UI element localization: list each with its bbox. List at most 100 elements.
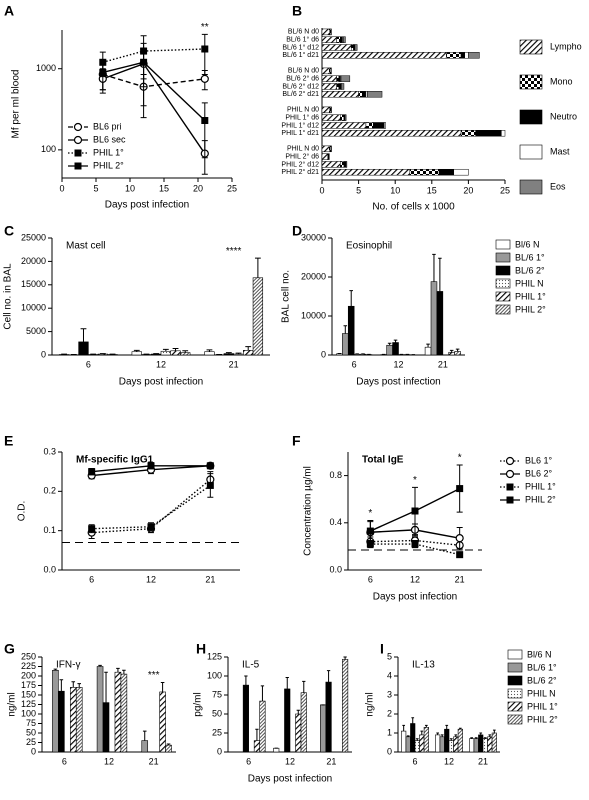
- y-tick-label: 30000: [301, 232, 326, 242]
- error-bar: [77, 683, 82, 688]
- y-tick-label: 50: [26, 727, 36, 737]
- bar: [69, 687, 77, 753]
- bar-segment: [327, 153, 330, 160]
- bar: [97, 353, 109, 356]
- error-bar: [201, 33, 208, 75]
- legend-label: PHIL 1°: [515, 291, 546, 301]
- y-tick-label: 0.4: [329, 517, 342, 527]
- bar: [204, 351, 215, 356]
- y-tick-label: 0.2: [43, 486, 56, 496]
- bar-segment: [372, 122, 385, 129]
- error-bar: [326, 670, 331, 683]
- y-axis-label: Cell no. in BAL: [3, 263, 14, 330]
- y-tick-label: 4: [387, 670, 392, 680]
- bar-segment: [321, 153, 329, 160]
- category-label: PHIL N d0: [287, 146, 319, 153]
- error-bar: [71, 681, 76, 688]
- x-axis-label: Days post infection: [248, 774, 333, 785]
- x-tick-label: 20: [193, 183, 203, 193]
- panel-label: A: [4, 3, 14, 19]
- bar-segment: [330, 28, 332, 36]
- error-bar: [488, 734, 492, 737]
- y-axis-label: BAL cell no.: [281, 270, 292, 323]
- x-tick-label: 6: [352, 359, 357, 369]
- error-bar: [172, 347, 179, 351]
- error-bar: [415, 738, 419, 741]
- y-axis-label: ng/ml: [365, 692, 376, 716]
- category-label: BL/6 1° d6: [286, 36, 319, 44]
- legend-marker: [73, 122, 83, 132]
- x-tick-label: 12: [285, 756, 295, 766]
- bar-segment: [321, 83, 337, 90]
- bar: [424, 346, 432, 356]
- bar: [170, 350, 181, 356]
- category-label: PHIL 2° d6: [285, 152, 319, 160]
- panel-label: B: [292, 3, 302, 19]
- category-label: PHIL 2° d21: [281, 168, 319, 176]
- legend-marker: [74, 149, 82, 157]
- bar: [102, 702, 110, 753]
- bar-segment: [321, 75, 337, 82]
- bar: [454, 351, 461, 356]
- y-tick-label: 1: [387, 727, 392, 737]
- y-tick-label: 50: [212, 708, 222, 718]
- y-tick-label: 175: [21, 680, 36, 690]
- marker: [88, 525, 96, 533]
- bar-segment: [351, 44, 354, 51]
- y-axis-label: Concentration µg/ml: [303, 466, 314, 556]
- bar: [252, 277, 264, 356]
- bar-segment: [468, 52, 480, 59]
- error-bar: [479, 732, 483, 735]
- bar-segment: [354, 44, 358, 51]
- panel-title: Total IgE: [362, 455, 404, 466]
- legend-label: PHIL 2°: [93, 160, 124, 170]
- bar: [414, 740, 420, 753]
- x-tick-label: 15: [159, 183, 169, 193]
- error-bar: [285, 677, 289, 689]
- bar: [180, 352, 191, 356]
- marker: [456, 551, 464, 559]
- legend-label: BL/6 2°: [527, 675, 557, 685]
- x-tick-label: 6: [412, 756, 417, 766]
- bar-segment: [446, 52, 462, 59]
- bar: [141, 740, 149, 753]
- bar-segment: [321, 122, 367, 129]
- bar: [482, 738, 488, 753]
- y-axis-label: pg/ml: [193, 692, 204, 716]
- bar: [160, 350, 171, 356]
- bar: [259, 700, 266, 753]
- error-bar: [449, 349, 454, 353]
- x-tick-label: 21: [229, 359, 239, 369]
- error-bar: [244, 675, 248, 686]
- x-tick-label: 10: [390, 185, 400, 195]
- bar: [233, 353, 244, 356]
- error-bar: [432, 253, 436, 282]
- x-axis-label: Days post infection: [105, 200, 190, 211]
- y-tick-label: 125: [207, 651, 222, 661]
- bar: [75, 687, 83, 753]
- bar-segment: [340, 114, 345, 121]
- series-line: [370, 539, 460, 546]
- error-bar: [402, 724, 406, 732]
- bar: [151, 353, 162, 356]
- category-label: PHIL 1° d21: [281, 129, 319, 137]
- y-tick-label: 1000: [36, 63, 56, 73]
- marker: [455, 534, 464, 543]
- legend-label: Mono: [550, 76, 573, 86]
- bar: [165, 744, 172, 753]
- error-bar: [59, 679, 64, 692]
- marker: [411, 540, 419, 548]
- legend-label: PHIL 2°: [525, 494, 556, 504]
- bar-segment: [409, 168, 440, 176]
- x-tick-label: 25: [500, 185, 510, 195]
- legend-swatch: [495, 252, 511, 263]
- y-axis-label: Mf per ml blood: [11, 70, 22, 139]
- y-tick-label: 75: [212, 689, 222, 699]
- error-bar: [426, 343, 430, 348]
- y-tick-label: 0.1: [43, 525, 56, 535]
- y-tick-label: 10000: [21, 303, 46, 313]
- error-bar: [98, 664, 102, 667]
- error-bar: [225, 352, 232, 354]
- legend-swatch: [507, 675, 523, 686]
- bar: [52, 669, 59, 753]
